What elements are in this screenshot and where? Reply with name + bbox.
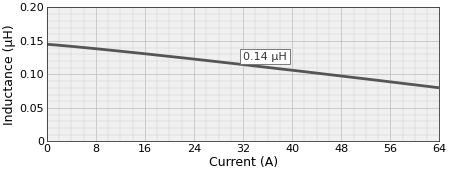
Y-axis label: Inductance (μH): Inductance (μH) (4, 24, 17, 125)
Text: 0.14 μH: 0.14 μH (243, 52, 287, 62)
X-axis label: Current (A): Current (A) (208, 155, 278, 169)
